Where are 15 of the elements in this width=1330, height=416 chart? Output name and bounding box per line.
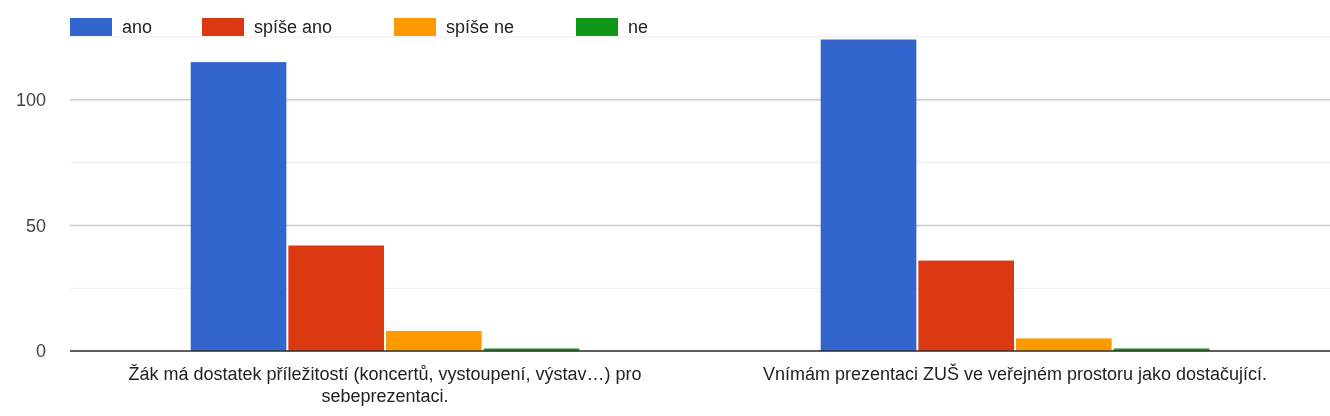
legend-label: ne	[628, 17, 649, 37]
legend-label: spíše ano	[254, 17, 333, 37]
x-tick-label: Vnímám prezentaci ZUŠ ve veřejném prostoru jako dostačující.	[762, 363, 1268, 384]
bar	[190, 62, 287, 351]
bar	[288, 245, 384, 351]
x-tick-label: Žák má dostatek příležitostí (koncertů, vystoupení, výstav…) pro sebeprezentaci.	[128, 364, 642, 406]
bar	[918, 260, 1014, 351]
bar	[386, 330, 482, 351]
bar	[820, 39, 917, 351]
legend-label: ano	[122, 17, 153, 37]
y-tick-label: 50	[25, 215, 46, 236]
y-tick-label: 100	[15, 90, 46, 111]
legend-label: spíše ne	[446, 17, 515, 37]
bar	[1016, 338, 1112, 351]
y-tick-label: 0	[35, 341, 46, 362]
